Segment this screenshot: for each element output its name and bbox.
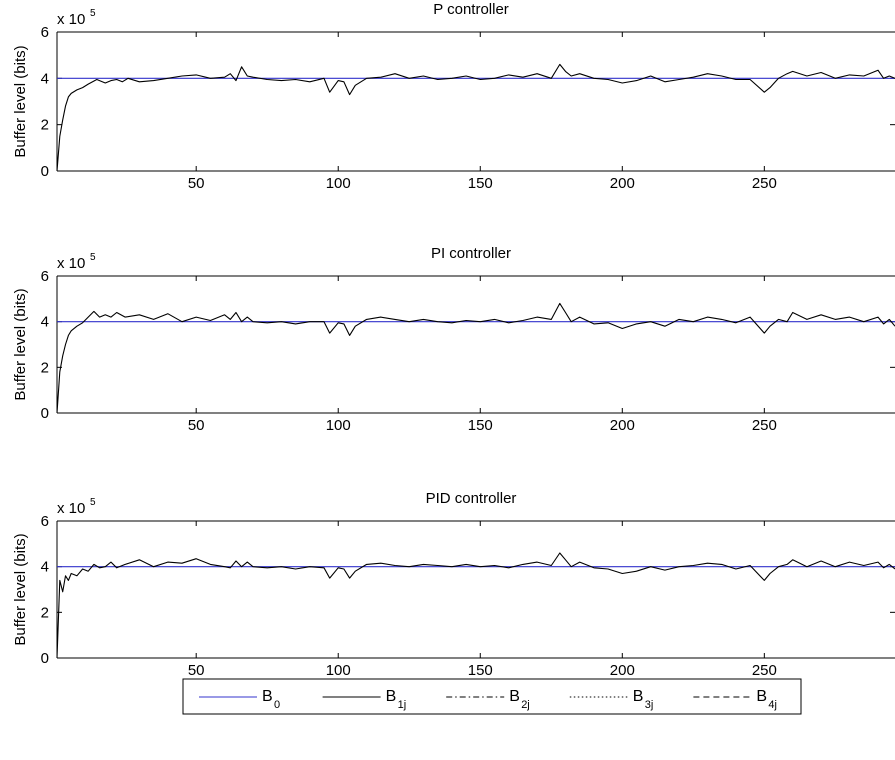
- x-tick-label: 200: [610, 417, 635, 434]
- x-tick-label: 100: [326, 175, 351, 192]
- legend-subscript: 4j: [768, 699, 777, 711]
- y-tick-label: 4: [41, 70, 49, 87]
- subplot-3: 50 100 150 200 250 0 2 4 6 x 10 5 PID controller Buf…: [12, 490, 895, 699]
- y-axis-label: Buffer level (bits): [12, 45, 29, 157]
- legend-label: B: [386, 688, 397, 705]
- y-axis-label: Buffer level (bits): [12, 288, 29, 400]
- series-line-B1j: [56, 302, 895, 414]
- y-scale-multiplier: x 10: [57, 255, 85, 272]
- y-tick-label: 0: [41, 163, 49, 180]
- x-tick-label: 150: [468, 175, 493, 192]
- y-tick-label: 6: [41, 513, 49, 530]
- y-tick-label: 6: [41, 268, 49, 285]
- y-tick-label: 4: [41, 559, 49, 576]
- x-tick-label: 50: [188, 417, 205, 434]
- y-tick-label: 2: [41, 117, 49, 134]
- y-tick-label: 2: [41, 359, 49, 376]
- legend-subscript: 1j: [398, 699, 407, 711]
- legend-label: B: [633, 688, 644, 705]
- x-tick-label: 250: [752, 417, 777, 434]
- y-tick-label: 4: [41, 314, 49, 331]
- series-line-B1j: [56, 552, 895, 659]
- x-tick-label: 250: [752, 175, 777, 192]
- legend-subscript: 2j: [521, 699, 530, 711]
- x-tick-label: 200: [610, 662, 635, 679]
- y-scale-exponent: 5: [90, 8, 96, 19]
- legend: B 0 B 1j B 2j B 3j B 4j: [182, 678, 802, 715]
- x-tick-label: 200: [610, 175, 635, 192]
- y-scale-multiplier: x 10: [57, 11, 85, 28]
- x-tick-label: 50: [188, 175, 205, 192]
- legend-subscript: 0: [274, 699, 280, 711]
- subplot-1: 50 100 150 200 250 0 2 4 6 x 10 5 P controller Buffe…: [12, 1, 895, 192]
- y-tick-label: 6: [41, 24, 49, 41]
- x-tick-label: 50: [188, 662, 205, 679]
- x-tick-label: 250: [752, 662, 777, 679]
- legend-label: B: [756, 688, 767, 705]
- y-tick-label: 0: [41, 650, 49, 667]
- x-tick-label: 100: [326, 662, 351, 679]
- y-scale-exponent: 5: [90, 497, 96, 508]
- y-scale-multiplier: x 10: [57, 500, 85, 517]
- chart-title: PID controller: [426, 490, 517, 507]
- x-tick-label: 150: [468, 662, 493, 679]
- legend-subscript: 3j: [645, 699, 654, 711]
- y-tick-label: 2: [41, 604, 49, 621]
- series-line-B1j: [56, 63, 895, 172]
- legend-label: B: [509, 688, 520, 705]
- legend-label: B: [262, 688, 273, 705]
- x-tick-label: 100: [326, 417, 351, 434]
- y-scale-exponent: 5: [90, 252, 96, 263]
- subplot-2: 50 100 150 200 250 0 2 4 6 x 10 5 PI controller Buff…: [12, 245, 895, 434]
- y-tick-label: 0: [41, 405, 49, 422]
- x-tick-label: 150: [468, 417, 493, 434]
- chart-title: P controller: [433, 1, 509, 18]
- chart-title: PI controller: [431, 245, 511, 262]
- y-axis-label: Buffer level (bits): [12, 533, 29, 645]
